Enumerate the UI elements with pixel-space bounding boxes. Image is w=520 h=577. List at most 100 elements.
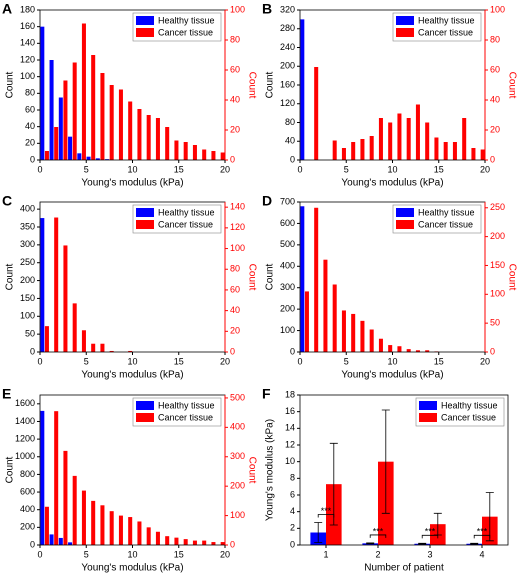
bar bbox=[192, 540, 197, 545]
bar bbox=[95, 158, 100, 160]
bar bbox=[183, 539, 188, 545]
error-bar bbox=[418, 542, 427, 545]
y-tick-label: 200 bbox=[20, 522, 35, 532]
x-tick-label: 0 bbox=[297, 356, 302, 366]
x-axis-label: Number of patient bbox=[364, 563, 444, 574]
y-tick-label: 350 bbox=[20, 221, 35, 231]
bar bbox=[360, 320, 365, 352]
legend-label: Healthy tissue bbox=[441, 400, 498, 410]
panel-label: F bbox=[262, 386, 271, 402]
y-axis-label: Count bbox=[5, 263, 16, 290]
y2-tick-label: 0 bbox=[490, 154, 495, 164]
y2-tick-label: 100 bbox=[230, 4, 245, 14]
legend-label: Healthy tissue bbox=[158, 207, 215, 217]
y-tick-label: 0 bbox=[290, 346, 295, 356]
y-tick-label: 12 bbox=[285, 439, 295, 449]
bar bbox=[165, 536, 170, 545]
bar bbox=[86, 156, 91, 160]
x-tick-label: 15 bbox=[434, 164, 444, 174]
y2-tick-label: 400 bbox=[230, 422, 245, 432]
bar bbox=[105, 159, 110, 160]
y-tick-label: 400 bbox=[280, 261, 295, 271]
y-tick-label: 200 bbox=[280, 61, 295, 71]
bar bbox=[434, 137, 439, 160]
y-tick-label: 200 bbox=[280, 304, 295, 314]
x-tick-label: 0 bbox=[37, 164, 42, 174]
x-tick-label: 5 bbox=[84, 356, 89, 366]
bar bbox=[351, 142, 356, 160]
y-tick-label: 8 bbox=[290, 473, 295, 483]
x-tick-label: 3 bbox=[427, 549, 432, 559]
x-tick-label: 1 bbox=[323, 549, 328, 559]
y2-axis-label: Count bbox=[246, 72, 257, 99]
y-axis-label: Count bbox=[265, 263, 276, 290]
error-bar bbox=[381, 409, 390, 514]
legend-swatch bbox=[396, 208, 414, 217]
y-tick-label: 40 bbox=[25, 121, 35, 131]
bar bbox=[91, 55, 96, 160]
significance-bracket bbox=[369, 534, 387, 538]
y-tick-label: 1000 bbox=[15, 451, 35, 461]
bar bbox=[49, 534, 54, 545]
bar bbox=[397, 113, 402, 160]
bar bbox=[425, 350, 430, 352]
y2-tick-label: 60 bbox=[490, 64, 500, 74]
y2-tick-label: 20 bbox=[490, 124, 500, 134]
bar bbox=[40, 410, 45, 545]
legend-label: Healthy tissue bbox=[418, 15, 475, 25]
bar bbox=[68, 542, 73, 545]
y2-tick-label: 80 bbox=[490, 34, 500, 44]
x-tick-label: 15 bbox=[434, 356, 444, 366]
bar bbox=[72, 62, 77, 160]
x-tick-label: 20 bbox=[220, 164, 230, 174]
panel-label: C bbox=[2, 193, 12, 209]
x-tick-label: 0 bbox=[297, 164, 302, 174]
y-tick-label: 800 bbox=[20, 469, 35, 479]
y-axis-label: Young's modulus (kPa) bbox=[265, 419, 276, 521]
bar bbox=[202, 149, 207, 160]
bar bbox=[183, 142, 188, 160]
bar bbox=[100, 343, 105, 352]
y-tick-label: 160 bbox=[280, 79, 295, 89]
x-tick-label: 20 bbox=[480, 164, 490, 174]
x-tick-label: 10 bbox=[387, 356, 397, 366]
y-tick-label: 80 bbox=[285, 117, 295, 127]
y-tick-label: 200 bbox=[20, 275, 35, 285]
x-tick-label: 15 bbox=[174, 164, 184, 174]
bar bbox=[118, 89, 123, 160]
bar bbox=[40, 218, 45, 352]
legend-swatch bbox=[136, 208, 154, 217]
y2-tick-label: 50 bbox=[490, 318, 500, 328]
bar bbox=[137, 521, 142, 545]
y2-tick-label: 120 bbox=[230, 222, 245, 232]
y-tick-label: 300 bbox=[280, 282, 295, 292]
bar bbox=[202, 540, 207, 545]
y-tick-label: 150 bbox=[20, 293, 35, 303]
error-bar bbox=[329, 442, 338, 526]
y-tick-label: 40 bbox=[285, 136, 295, 146]
panel-label: A bbox=[2, 1, 12, 17]
y-tick-label: 120 bbox=[280, 98, 295, 108]
panel-label: B bbox=[262, 1, 272, 17]
x-tick-label: 0 bbox=[37, 356, 42, 366]
bar bbox=[388, 122, 393, 160]
bar bbox=[369, 136, 374, 160]
y2-tick-label: 0 bbox=[230, 346, 235, 356]
x-tick-label: 10 bbox=[127, 356, 137, 366]
bar bbox=[378, 338, 383, 352]
y-tick-label: 10 bbox=[285, 456, 295, 466]
y2-tick-label: 80 bbox=[230, 34, 240, 44]
bar bbox=[415, 104, 420, 160]
bar bbox=[220, 542, 225, 545]
bar bbox=[109, 350, 114, 352]
error-bar bbox=[366, 542, 375, 545]
x-tick-label: 10 bbox=[127, 549, 137, 559]
legend-swatch bbox=[136, 401, 154, 410]
x-tick-label: 10 bbox=[387, 164, 397, 174]
y2-tick-label: 40 bbox=[230, 94, 240, 104]
x-tick-label: 20 bbox=[220, 356, 230, 366]
bar bbox=[388, 345, 393, 352]
x-axis-label: Young's modulus (kPa) bbox=[81, 563, 183, 574]
bar bbox=[341, 310, 346, 352]
